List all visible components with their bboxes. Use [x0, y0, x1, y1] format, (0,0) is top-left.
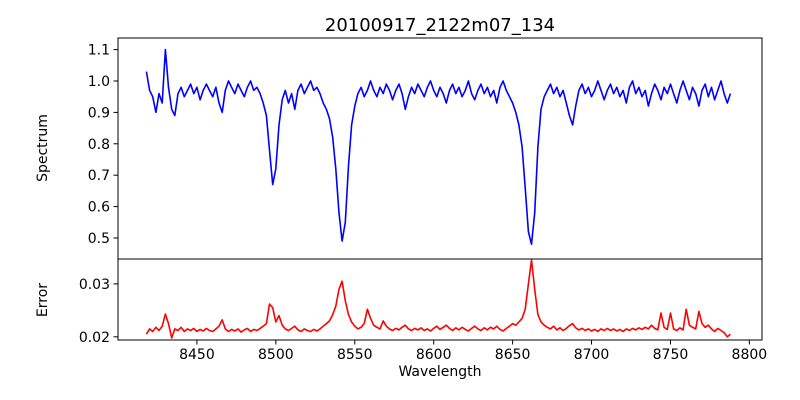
spectrum-y-tick-label: 0.7 [88, 168, 110, 184]
spectrum-y-tick-label: 0.8 [88, 137, 110, 153]
error-plot-area [117, 258, 763, 341]
error-y-tick-label: 0.02 [79, 330, 110, 346]
error-y-axis-label: Error [35, 283, 51, 317]
error-line [145, 259, 731, 339]
x-ticks: 8450 8500 8550 8600 8650 8700 8750 8800 [179, 340, 767, 363]
spectrum-y-tick-label: 0.9 [88, 105, 110, 121]
spectrum-y-ticks: 0.5 0.6 0.7 0.8 0.9 1.0 1.1 [88, 43, 118, 247]
spectrum-line [145, 48, 732, 245]
x-tick-label: 8700 [574, 347, 610, 363]
spectrum-y-tick-label: 1.0 [88, 74, 110, 90]
x-tick-label: 8600 [416, 347, 452, 363]
spectrum-plot-area [117, 37, 763, 260]
error-y-tick-label: 0.03 [79, 277, 110, 293]
x-tick-label: 8550 [337, 347, 373, 363]
spectrum-y-tick-label: 0.6 [88, 200, 110, 216]
spectrum-y-axis-label: Spectrum [35, 114, 51, 182]
x-axis-label: Wavelength [398, 364, 481, 380]
x-tick-label: 8450 [179, 347, 215, 363]
chart-title: 20100917_2122m07_134 [325, 15, 555, 36]
x-tick-label: 8750 [653, 347, 689, 363]
spectrum-y-tick-label: 1.1 [88, 43, 110, 59]
x-tick-label: 8650 [495, 347, 531, 363]
spectrum-y-tick-label: 0.5 [88, 231, 110, 247]
error-y-ticks: 0.02 0.03 [79, 277, 118, 346]
x-tick-label: 8800 [732, 347, 768, 363]
x-tick-label: 8500 [258, 347, 294, 363]
